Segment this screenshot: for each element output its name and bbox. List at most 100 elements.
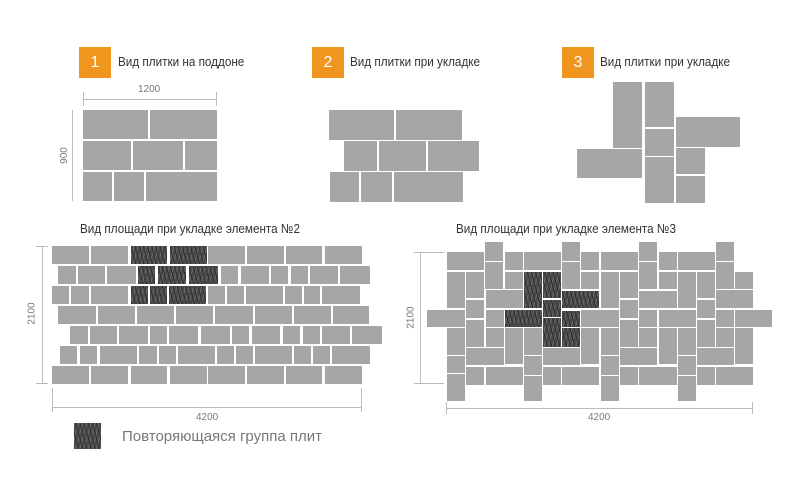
area-3-title: Вид площади при укладке элемента №3 (456, 221, 676, 236)
section-2-badge: 2 (312, 47, 344, 78)
laying-tile (361, 172, 392, 202)
area-3-height-label: 2100 (405, 306, 417, 329)
area-2-tile (221, 266, 238, 284)
area-3-tile (524, 356, 542, 375)
laying-tile (645, 157, 674, 203)
area-2-tile (322, 286, 360, 304)
area-3-tile (697, 367, 715, 385)
area-2-tile (52, 246, 89, 264)
area-3-tile (485, 262, 503, 289)
area-2-tile (294, 346, 311, 364)
area-2-tile (91, 246, 128, 264)
area-3-tile (447, 356, 465, 373)
area-2-tile (119, 326, 148, 344)
area-2-tile (247, 366, 284, 384)
repeating-group-tile (138, 266, 155, 284)
area-2-tile (208, 366, 245, 384)
area-2-tile (52, 286, 69, 304)
area-3-tile (562, 262, 580, 289)
area-3-tile (543, 348, 580, 365)
area-3-tile (466, 367, 484, 385)
area-3-tile (639, 242, 657, 261)
area-3-width-line (446, 408, 752, 409)
area-3-tile (562, 242, 580, 261)
area-3-tile (543, 367, 561, 385)
area-2-tile (255, 306, 292, 324)
area-3-tile (659, 328, 677, 364)
area-3-tile (620, 320, 638, 347)
area-3-tile (735, 328, 753, 364)
section-3-title: Вид плитки при укладке (600, 54, 731, 69)
area-3-tile (524, 252, 561, 270)
area-2-tile (98, 306, 135, 324)
area-3-tile (562, 367, 599, 385)
area-3-tile (678, 376, 696, 401)
dimension-tick (36, 246, 48, 247)
area-3-tile (659, 252, 677, 270)
area-3-tile (697, 300, 715, 318)
area-3-tile (620, 367, 638, 385)
repeating-group-tile (158, 266, 186, 284)
area-2-tile (70, 326, 88, 344)
laying-tile (613, 82, 642, 148)
area-3-tile (620, 272, 638, 298)
area-3-tile (697, 320, 715, 347)
dimension-tick (216, 92, 217, 106)
dimension-tick (752, 402, 753, 414)
area-2-tile (255, 346, 292, 364)
area-2-tile (247, 246, 284, 264)
repeating-group-tile (543, 300, 561, 317)
area-2-tile (313, 346, 330, 364)
area-2-tile (178, 346, 215, 364)
repeating-group-tile (131, 246, 167, 264)
area-3-tile (447, 374, 465, 401)
area-2-tile (208, 246, 245, 264)
area-3-height-line (420, 252, 421, 383)
laying-tile (396, 110, 462, 140)
pallet-tile (83, 172, 112, 201)
area-3-tile (466, 348, 504, 365)
area-3-tile (486, 290, 523, 308)
area-3-tile (716, 310, 734, 327)
area-3-tile (581, 272, 599, 289)
legend-label: Повторяющаяся группа плит (122, 428, 322, 445)
area-3-tile (620, 300, 638, 318)
area-3-tile (697, 272, 715, 298)
area-2-tile (201, 326, 230, 344)
repeating-group-tile (131, 286, 148, 304)
area-3-width-label: 4200 (588, 412, 611, 423)
area-2-tile (286, 366, 322, 384)
area-3-tile (716, 328, 734, 347)
area-2-tile (217, 346, 234, 364)
area-3-tile (601, 376, 619, 401)
area-3-tile (447, 252, 484, 270)
area-3-tile (447, 272, 465, 308)
laying-tile (676, 148, 705, 174)
dimension-tick (446, 402, 447, 414)
dimension-tick (36, 383, 48, 384)
area-3-tile (427, 310, 465, 327)
area-3-tile (466, 300, 484, 318)
area-3-tile (486, 310, 504, 327)
area-3-tile (486, 328, 504, 347)
area-3-tile (447, 328, 465, 355)
width-label: 1200 (138, 84, 161, 95)
dimension-tick (414, 383, 444, 384)
dimension-tick (52, 388, 53, 412)
area-2-tile (169, 326, 198, 344)
dimension-tick (361, 388, 362, 412)
area-2-tile (236, 346, 253, 364)
area-2-tile (107, 266, 136, 284)
area-3-tile (601, 252, 638, 270)
width-dimension-line (83, 99, 217, 100)
laying-tile (676, 176, 705, 203)
area-3-tile (716, 262, 734, 289)
area-3-tile (601, 328, 619, 355)
area-2-tile (285, 286, 302, 304)
area-2-tile (294, 306, 331, 324)
area-3-tile (678, 356, 696, 375)
legend-swatch (74, 423, 101, 449)
repeating-group-tile (562, 328, 580, 347)
pallet-tile (83, 110, 148, 139)
pallet-tile (150, 110, 217, 139)
